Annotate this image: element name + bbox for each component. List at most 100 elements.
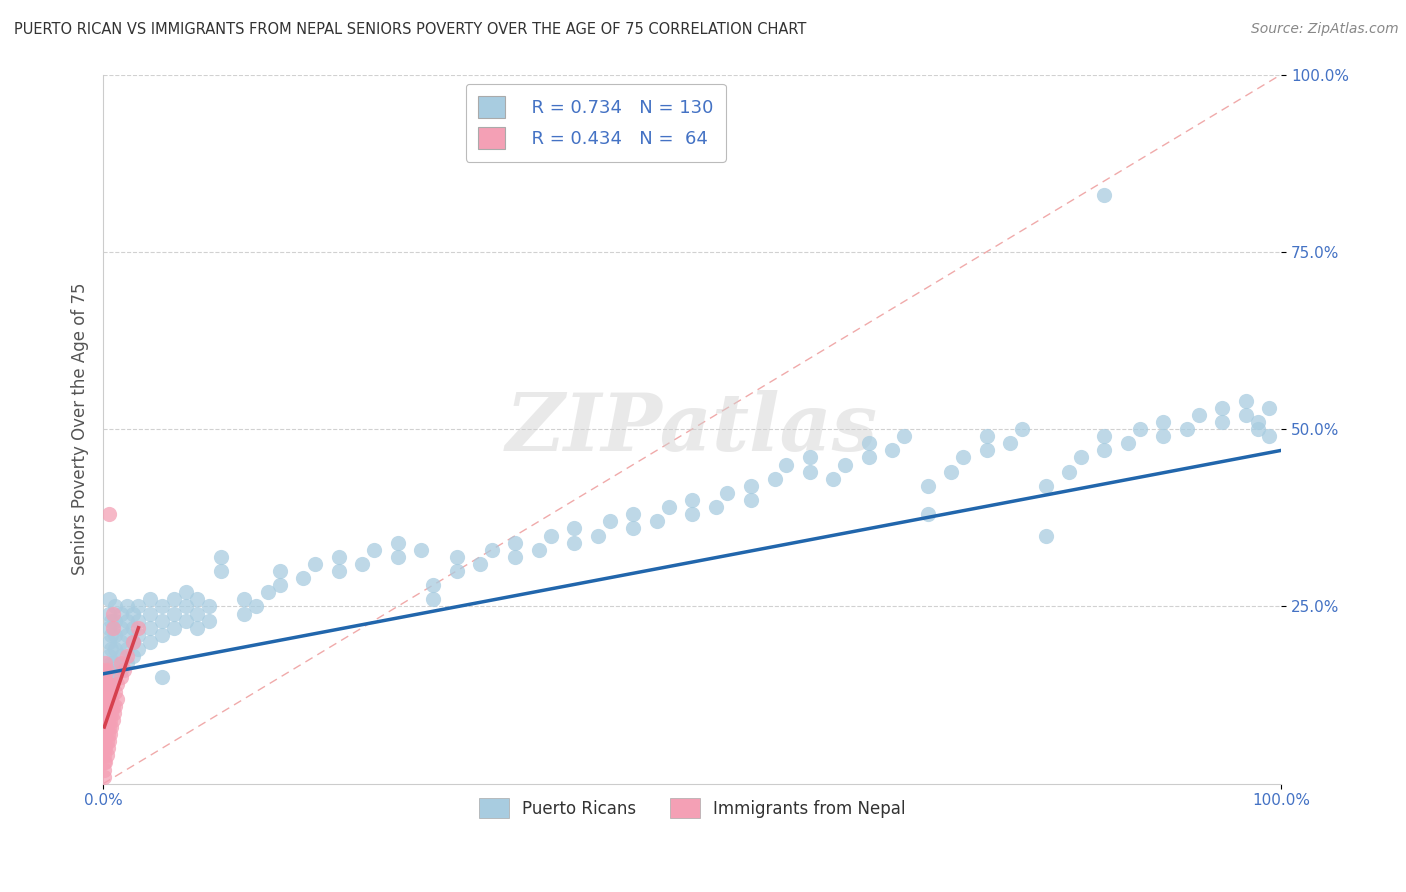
Point (100, 720, 122, 734)
Point (139, 621, 162, 635)
Point (127, 599, 149, 614)
Point (1234, 393, 1257, 408)
Point (115, 642, 138, 657)
Point (505, 535, 527, 549)
Point (94, 698, 117, 713)
Point (96, 677, 118, 691)
Point (1116, 436, 1139, 450)
Point (104, 642, 127, 657)
Point (799, 465, 821, 479)
Point (209, 564, 232, 578)
Point (233, 607, 256, 621)
Point (101, 713, 124, 727)
Point (304, 557, 326, 571)
Point (104, 670, 127, 684)
Point (1211, 401, 1233, 415)
Point (93, 756, 115, 770)
Point (98, 677, 121, 691)
Point (799, 450, 821, 465)
Point (186, 592, 208, 607)
Point (93, 770, 115, 784)
Point (93, 706, 115, 720)
Point (93, 763, 115, 777)
Point (328, 564, 350, 578)
Point (94, 713, 117, 727)
Point (186, 607, 208, 621)
Point (100, 628, 122, 642)
Point (115, 614, 138, 628)
Point (257, 585, 280, 599)
Point (104, 684, 127, 698)
Point (127, 642, 149, 657)
Point (139, 635, 162, 649)
Point (98, 713, 121, 727)
Point (100, 642, 122, 657)
Point (1258, 429, 1281, 443)
Point (93, 734, 115, 748)
Point (941, 465, 963, 479)
Point (468, 557, 491, 571)
Point (1057, 465, 1080, 479)
Point (1092, 429, 1115, 443)
Point (328, 549, 350, 564)
Point (998, 436, 1021, 450)
Point (104, 614, 127, 628)
Point (681, 493, 703, 508)
Point (233, 592, 256, 607)
Point (917, 507, 939, 521)
Point (100, 656, 122, 670)
Point (104, 628, 127, 642)
Point (763, 472, 786, 486)
Point (198, 599, 221, 614)
Point (174, 599, 197, 614)
Point (1070, 450, 1092, 465)
Point (150, 670, 173, 684)
Point (101, 607, 124, 621)
Point (1035, 528, 1057, 542)
Point (198, 614, 221, 628)
Point (98, 677, 121, 691)
Point (93, 720, 115, 734)
Point (411, 542, 433, 557)
Point (98, 621, 121, 635)
Point (97, 713, 120, 727)
Point (163, 607, 186, 621)
Point (1175, 422, 1198, 436)
Point (775, 458, 797, 472)
Point (115, 649, 138, 664)
Point (658, 500, 681, 515)
Point (1011, 422, 1033, 436)
Point (387, 549, 409, 564)
Point (976, 429, 998, 443)
Point (121, 635, 143, 649)
Point (96, 706, 118, 720)
Point (163, 621, 186, 635)
Point (96, 734, 118, 748)
Point (139, 592, 162, 607)
Point (446, 549, 468, 564)
Point (98, 691, 121, 706)
Point (100, 706, 122, 720)
Point (115, 628, 138, 642)
Point (96, 748, 118, 763)
Point (94, 727, 117, 741)
Point (858, 450, 880, 465)
Point (127, 621, 149, 635)
Point (98, 706, 121, 720)
Point (98, 507, 121, 521)
Point (104, 698, 127, 713)
Point (94, 741, 117, 756)
Point (96, 663, 118, 677)
Point (98, 684, 121, 698)
Point (269, 578, 291, 592)
Point (94, 656, 117, 670)
Point (121, 607, 143, 621)
Point (527, 542, 550, 557)
Point (621, 521, 644, 535)
Point (98, 698, 121, 713)
Point (100, 691, 122, 706)
Point (352, 557, 374, 571)
Point (105, 677, 128, 691)
Point (704, 500, 727, 515)
Point (740, 479, 762, 493)
